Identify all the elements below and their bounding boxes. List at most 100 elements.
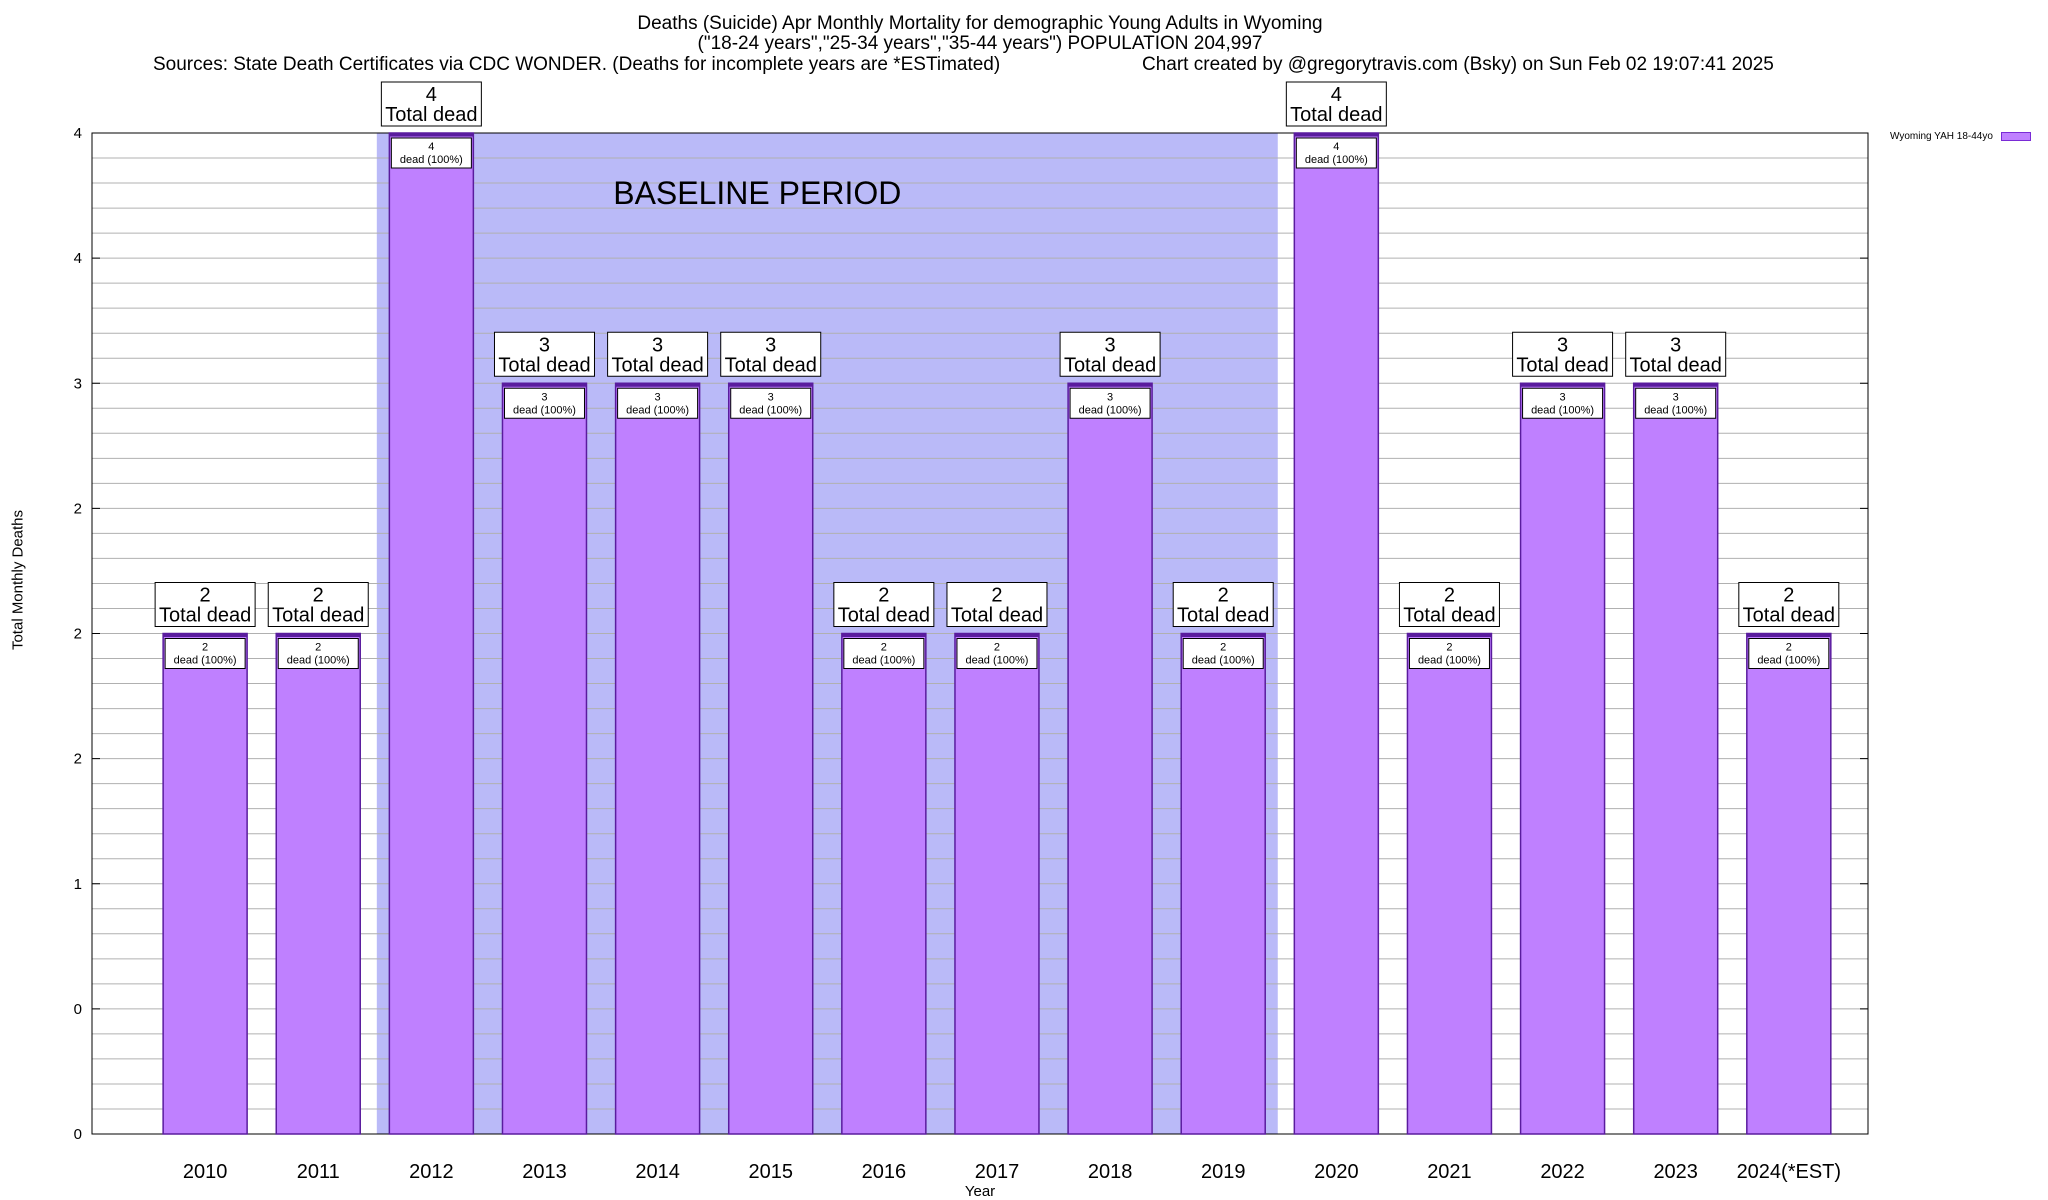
bar-percent-label: dead (100%) <box>1644 404 1707 416</box>
total-value-label: 2 <box>1444 585 1455 607</box>
total-value-label: 2 <box>1218 585 1229 607</box>
bar-value-label: 3 <box>1673 391 1679 403</box>
total-label-box <box>1398 582 1500 627</box>
total-dead-label: Total dead <box>498 354 590 376</box>
bar <box>1519 382 1606 1135</box>
bar-value-label: 4 <box>428 141 434 153</box>
x-tick-label: 2017 <box>975 1161 1020 1183</box>
bar <box>1406 632 1493 1135</box>
bar-value-label: 3 <box>1560 391 1566 403</box>
total-dead-label: Total dead <box>272 605 364 627</box>
y-tick-label: 1 <box>74 876 82 893</box>
bar-percent-label: dead (100%) <box>513 404 576 416</box>
total-value-label: 2 <box>991 585 1002 607</box>
bar-percent-label: dead (100%) <box>174 655 237 667</box>
bar-value-label: 3 <box>1107 391 1113 403</box>
total-label-box <box>833 582 935 627</box>
bar <box>275 632 361 1135</box>
x-tick-label: 2018 <box>1088 1161 1133 1183</box>
total-dead-label: Total dead <box>159 605 251 627</box>
total-label-box <box>1738 582 1840 627</box>
bar-percent-label: dead (100%) <box>1418 655 1481 667</box>
x-axis-label: Year <box>964 1183 996 1200</box>
total-dead-label: Total dead <box>611 354 703 376</box>
legend: Wyoming YAH 18-44yo <box>1890 131 2031 142</box>
bar-value-label: 2 <box>881 642 887 654</box>
baseline-period-label: BASELINE PERIOD <box>613 175 901 211</box>
bar-percent-label: dead (100%) <box>965 655 1028 667</box>
bar-label-box <box>1069 387 1151 419</box>
legend-label: Wyoming YAH 18-44yo <box>1890 131 1993 142</box>
x-tick-label: 2014 <box>635 1161 680 1183</box>
total-label-box <box>607 331 709 377</box>
total-value-label: 3 <box>539 334 550 356</box>
x-tick-label: 2015 <box>748 1161 793 1183</box>
bar-label-box <box>1182 638 1264 669</box>
total-value-label: 2 <box>878 585 889 607</box>
bar-percent-label: dead (100%) <box>400 154 463 166</box>
bar-value-label: 2 <box>315 642 321 654</box>
bar-value-label: 3 <box>541 391 547 403</box>
bar <box>841 632 927 1135</box>
total-dead-label: Total dead <box>725 354 817 376</box>
bar <box>1293 132 1380 1135</box>
bar-label-box <box>843 638 925 669</box>
y-tick-label: 2 <box>74 500 82 517</box>
chart-title: Deaths (Suicide) Apr Monthly Mortality f… <box>637 13 1323 34</box>
bar-percent-label: dead (100%) <box>739 404 802 416</box>
bar-percent-label: dead (100%) <box>626 404 689 416</box>
x-tick-label: 2010 <box>183 1161 228 1183</box>
total-label-box <box>1172 582 1274 627</box>
total-label-box <box>267 582 369 627</box>
x-tick-label: 2019 <box>1201 1161 1246 1183</box>
bar-value-label: 2 <box>202 642 208 654</box>
bar <box>388 132 475 1135</box>
bar-label-box <box>277 638 359 669</box>
bar <box>162 632 248 1135</box>
total-label-box <box>1059 331 1161 377</box>
total-dead-label: Total dead <box>1177 605 1269 627</box>
total-dead-label: Total dead <box>1743 605 1835 627</box>
bar-percent-label: dead (100%) <box>1192 655 1255 667</box>
bar-percent-label: dead (100%) <box>1757 655 1820 667</box>
bar <box>954 632 1040 1135</box>
bar-label-box <box>1408 638 1490 669</box>
x-tick-label: 2016 <box>862 1161 907 1183</box>
bar-value-label: 3 <box>768 391 774 403</box>
y-tick-label: 3 <box>74 375 82 392</box>
total-dead-label: Total dead <box>385 104 477 126</box>
y-tick-label: 0 <box>74 1126 82 1143</box>
bar <box>614 382 701 1135</box>
bar <box>727 382 814 1135</box>
legend-swatch <box>2000 132 2031 141</box>
x-tick-label: 2011 <box>297 1161 340 1183</box>
bar-value-label: 3 <box>655 391 661 403</box>
total-value-label: 3 <box>1105 334 1116 356</box>
bar-percent-label: dead (100%) <box>1079 404 1142 416</box>
bar-value-label: 2 <box>994 642 1000 654</box>
bar-label-box <box>1748 638 1830 669</box>
total-dead-label: Total dead <box>1630 354 1722 376</box>
total-dead-label: Total dead <box>1290 104 1382 126</box>
bar-percent-label: dead (100%) <box>287 655 350 667</box>
total-label-box <box>1512 331 1614 377</box>
total-dead-label: Total dead <box>1064 354 1156 376</box>
total-value-label: 4 <box>1331 84 1342 106</box>
bar <box>1632 382 1719 1135</box>
total-label-box <box>493 331 595 377</box>
x-tick-label: 2020 <box>1314 1161 1359 1183</box>
total-value-label: 2 <box>313 585 324 607</box>
x-tick-label: 2022 <box>1540 1161 1585 1183</box>
total-label-box <box>946 582 1048 627</box>
bar-label-box <box>390 137 472 169</box>
chart-title-block: Deaths (Suicide) Apr Monthly Mortality f… <box>0 14 1960 54</box>
bar-label-box <box>617 387 699 419</box>
total-value-label: 3 <box>652 334 663 356</box>
total-dead-label: Total dead <box>1403 605 1495 627</box>
bar-value-label: 2 <box>1220 642 1226 654</box>
total-dead-label: Total dead <box>1516 354 1608 376</box>
total-label-box <box>1285 81 1387 127</box>
bar <box>1746 632 1832 1135</box>
bar-label-box <box>1295 137 1377 169</box>
y-tick-label: 2 <box>74 626 82 643</box>
